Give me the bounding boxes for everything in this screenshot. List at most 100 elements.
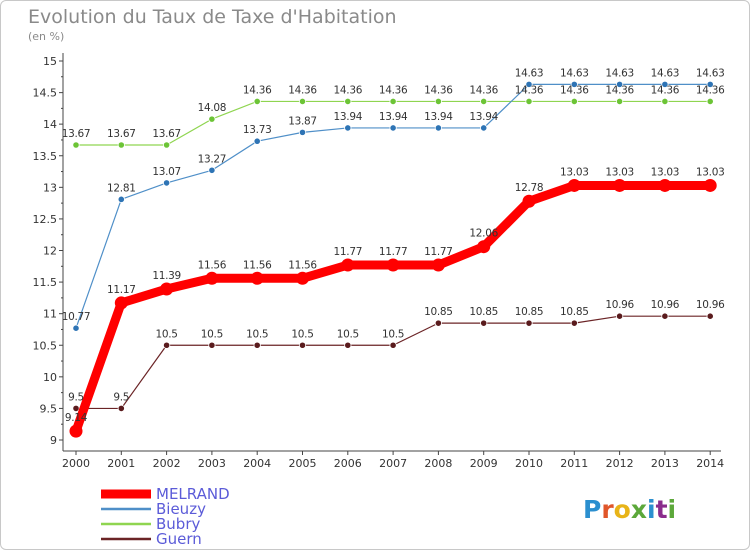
- data-label-bubry: 14.36: [469, 84, 498, 96]
- data-point-bieuzy: [615, 80, 624, 88]
- x-tick-label: 2004: [243, 457, 271, 470]
- data-point-bieuzy: [434, 124, 442, 132]
- data-label-guern: 10.96: [605, 299, 634, 311]
- data-label-guern: 10.85: [424, 306, 453, 318]
- legend-label-guern: Guern: [156, 530, 202, 548]
- data-label-bieuzy: 13.94: [334, 111, 363, 123]
- data-point-bubry: [72, 141, 80, 149]
- data-point-guern: [163, 341, 171, 349]
- data-point-bieuzy: [570, 80, 578, 88]
- data-point-guern: [117, 404, 125, 413]
- data-label-bubry: 14.36: [696, 84, 725, 96]
- data-label-melrand: 9.14: [65, 412, 88, 424]
- data-label-melrand: 11.77: [424, 246, 453, 258]
- data-label-bieuzy: 13.94: [424, 111, 453, 123]
- data-point-melrand: [613, 178, 627, 192]
- data-label-bieuzy: 14.63: [560, 67, 589, 79]
- data-label-bubry: 14.36: [243, 84, 272, 96]
- data-point-bieuzy: [661, 80, 669, 88]
- data-label-melrand: 11.56: [243, 259, 272, 271]
- x-tick-label: 2010: [515, 457, 543, 470]
- data-point-guern: [253, 341, 261, 349]
- y-tick-label: 13.5: [33, 150, 58, 163]
- logo-letter: o: [614, 495, 631, 524]
- data-label-guern: 10.85: [560, 306, 589, 318]
- data-label-guern: 10.96: [651, 299, 680, 311]
- data-label-melrand: 13.03: [651, 166, 680, 178]
- x-tick-label: 2003: [198, 457, 226, 470]
- data-label-guern: 10.85: [469, 306, 498, 318]
- data-label-bubry: 13.67: [62, 128, 91, 140]
- data-point-bubry: [344, 97, 352, 106]
- data-point-melrand: [205, 271, 219, 285]
- data-label-melrand: 13.03: [696, 166, 725, 178]
- data-label-guern: 9.5: [113, 391, 129, 403]
- chart-subtitle: (en %): [28, 30, 65, 43]
- data-label-guern: 10.5: [246, 328, 268, 340]
- data-label-bubry: 14.36: [605, 84, 634, 96]
- data-point-bubry: [615, 97, 624, 106]
- y-tick-label: 15: [43, 55, 57, 68]
- data-point-bubry: [117, 141, 125, 149]
- data-point-melrand: [522, 194, 536, 208]
- data-label-bieuzy: 14.63: [605, 67, 634, 79]
- data-point-bieuzy: [72, 324, 80, 332]
- data-label-bubry: 13.67: [107, 128, 136, 140]
- data-point-bubry: [389, 97, 397, 106]
- data-point-bieuzy: [344, 124, 352, 132]
- data-label-bubry: 14.36: [379, 84, 408, 96]
- logo-letter: r: [601, 495, 614, 524]
- data-point-bubry: [298, 97, 307, 106]
- x-tick-label: 2008: [424, 457, 452, 470]
- data-point-bubry: [525, 97, 533, 106]
- data-point-melrand: [69, 424, 83, 438]
- data-point-bieuzy: [480, 124, 488, 132]
- data-point-guern: [615, 312, 624, 320]
- data-label-guern: 10.85: [515, 306, 544, 318]
- data-point-bubry: [163, 141, 171, 149]
- data-point-bieuzy: [117, 195, 125, 203]
- data-label-bubry: 14.36: [288, 84, 317, 96]
- y-tick-label: 11: [43, 308, 57, 321]
- data-point-melrand: [567, 178, 581, 192]
- y-tick-label: 10.5: [33, 339, 58, 352]
- data-label-bieuzy: 13.94: [469, 111, 498, 123]
- y-tick-label: 10: [43, 371, 57, 384]
- y-tick-label: 9: [50, 434, 57, 447]
- data-point-guern: [298, 341, 307, 349]
- y-tick-label: 12: [43, 245, 57, 258]
- data-label-guern: 10.5: [156, 328, 178, 340]
- y-tick-label: 11.5: [33, 276, 58, 289]
- data-label-melrand: 11.77: [379, 246, 408, 258]
- logo-letter: x: [631, 495, 647, 524]
- logo-letter: P: [583, 495, 601, 524]
- logo-letter: t: [656, 495, 668, 524]
- data-label-bubry: 14.36: [515, 84, 544, 96]
- data-point-melrand: [431, 258, 445, 272]
- data-point-bieuzy: [389, 124, 397, 132]
- data-label-guern: 10.5: [382, 328, 404, 340]
- data-point-guern: [389, 341, 397, 349]
- data-point-bieuzy: [706, 80, 714, 88]
- data-label-melrand: 12.78: [515, 182, 544, 194]
- data-point-bieuzy: [525, 80, 533, 88]
- data-point-guern: [706, 312, 714, 320]
- data-point-guern: [570, 319, 578, 327]
- x-tick-label: 2005: [289, 457, 317, 470]
- data-point-melrand: [296, 271, 309, 285]
- data-point-melrand: [250, 271, 264, 285]
- data-point-guern: [72, 404, 80, 413]
- data-label-bieuzy: 13.73: [243, 124, 272, 136]
- data-point-melrand: [341, 258, 355, 272]
- data-label-bubry: 14.08: [198, 102, 227, 114]
- y-tick-label: 14.5: [33, 87, 58, 100]
- data-point-melrand: [160, 282, 174, 296]
- data-label-bieuzy: 14.63: [515, 67, 544, 79]
- data-point-bubry: [208, 115, 216, 123]
- data-label-bubry: 14.36: [560, 84, 589, 96]
- logo-letter: i: [647, 495, 656, 524]
- data-point-bubry: [706, 97, 714, 106]
- data-label-bubry: 13.67: [152, 128, 181, 140]
